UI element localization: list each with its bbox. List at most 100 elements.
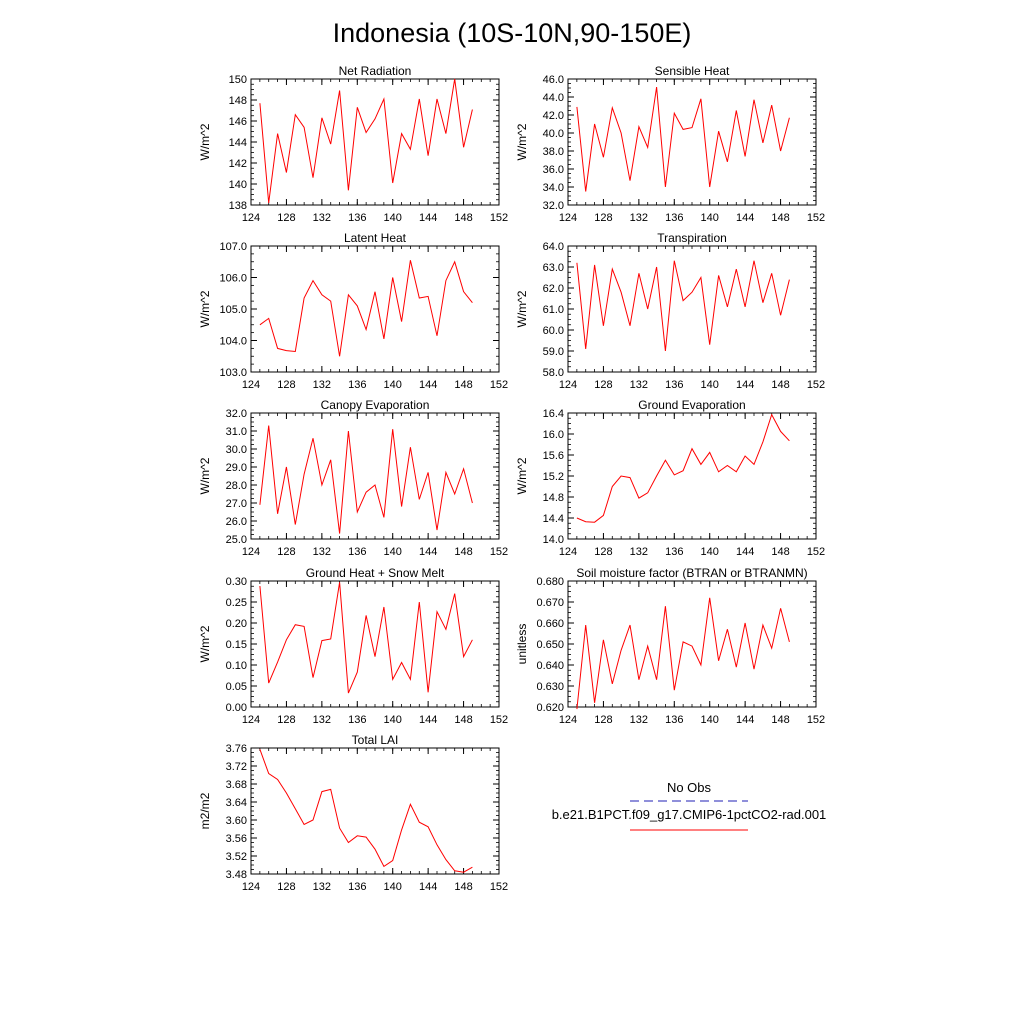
x-tick-label: 148 — [771, 714, 789, 726]
y-tick-label: 3.60 — [226, 815, 247, 827]
y-tick-label: 15.2 — [543, 471, 564, 483]
series-line — [259, 749, 473, 873]
y-tick-label: 144 — [229, 137, 247, 149]
y-tick-label: 60.0 — [543, 325, 564, 337]
x-tick-label: 144 — [419, 714, 437, 726]
y-tick-label: 63.0 — [543, 262, 564, 274]
y-tick-label: 28.0 — [226, 480, 247, 492]
x-tick-label: 132 — [313, 881, 331, 893]
x-tick-label: 132 — [313, 546, 331, 558]
y-tick-label: 138 — [229, 200, 247, 212]
x-tick-label: 144 — [419, 881, 437, 893]
x-tick-label: 132 — [630, 714, 648, 726]
x-tick-label: 140 — [384, 546, 402, 558]
x-tick-label: 140 — [701, 379, 719, 391]
y-axis-label: W/m^2 — [515, 457, 529, 494]
x-tick-label: 128 — [594, 714, 612, 726]
legend-obs-label: No Obs — [667, 780, 712, 795]
y-tick-label: 0.05 — [226, 681, 247, 693]
y-tick-label: 0.30 — [226, 576, 247, 588]
x-tick-label: 124 — [559, 714, 577, 726]
x-tick-label: 148 — [771, 546, 789, 558]
x-tick-label: 140 — [384, 379, 402, 391]
x-tick-label: 124 — [242, 212, 260, 224]
series-line — [259, 260, 473, 357]
y-axis-label: W/m^2 — [198, 457, 212, 494]
y-tick-label: 14.4 — [543, 513, 564, 525]
series-line — [259, 582, 473, 694]
panel-title: Total LAI — [352, 733, 399, 747]
y-tick-label: 104.0 — [219, 336, 247, 348]
y-tick-label: 0.10 — [226, 660, 247, 672]
series-line — [576, 413, 790, 523]
y-tick-label: 32.0 — [226, 408, 247, 420]
y-tick-label: 0.620 — [536, 702, 564, 714]
plot-frame — [250, 747, 500, 875]
y-tick-label: 25.0 — [226, 534, 247, 546]
y-tick-label: 3.72 — [226, 761, 247, 773]
x-tick-label: 152 — [490, 714, 508, 726]
y-tick-label: 27.0 — [226, 498, 247, 510]
y-tick-label: 0.630 — [536, 681, 564, 693]
y-tick-label: 148 — [229, 95, 247, 107]
y-axis-label: W/m^2 — [515, 290, 529, 327]
x-tick-label: 148 — [771, 212, 789, 224]
x-tick-label: 136 — [665, 546, 683, 558]
x-tick-label: 136 — [348, 379, 366, 391]
x-tick-label: 136 — [348, 714, 366, 726]
y-tick-label: 32.0 — [543, 200, 564, 212]
series-line — [576, 597, 790, 710]
panel-7: Soil moisture factor (BTRAN or BTRANMN) 1… — [515, 566, 825, 726]
plot-frame — [567, 580, 817, 708]
panel-6: Ground Heat + Snow Melt 124 128 132 136 140 14… — [198, 566, 508, 726]
y-tick-label: 58.0 — [543, 367, 564, 379]
series-line — [576, 87, 790, 192]
x-tick-label: 144 — [736, 714, 754, 726]
panel-title: Ground Evaporation — [638, 398, 745, 412]
y-tick-label: 34.0 — [543, 182, 564, 194]
panel-title: Canopy Evaporation — [321, 398, 430, 412]
x-tick-label: 128 — [277, 714, 295, 726]
panel-4: Canopy Evaporation 124 128 132 136 140 144 148 1… — [198, 398, 508, 558]
y-tick-label: 26.0 — [226, 516, 247, 528]
x-tick-label: 152 — [807, 212, 825, 224]
x-tick-label: 124 — [242, 881, 260, 893]
y-tick-label: 64.0 — [543, 241, 564, 253]
panel-title: Sensible Heat — [655, 64, 730, 78]
y-tick-label: 46.0 — [543, 74, 564, 86]
x-tick-label: 136 — [348, 881, 366, 893]
y-tick-label: 103.0 — [219, 367, 247, 379]
x-tick-label: 144 — [736, 546, 754, 558]
x-tick-label: 148 — [454, 546, 472, 558]
x-tick-label: 140 — [384, 881, 402, 893]
y-tick-label: 42.0 — [543, 110, 564, 122]
x-tick-label: 136 — [665, 212, 683, 224]
y-axis-label: W/m^2 — [198, 290, 212, 327]
x-tick-label: 124 — [559, 212, 577, 224]
x-tick-label: 152 — [490, 546, 508, 558]
panel-5: Ground Evaporation 124 128 132 136 140 144 148 1… — [515, 398, 825, 558]
x-tick-label: 144 — [419, 379, 437, 391]
x-tick-label: 144 — [419, 546, 437, 558]
y-tick-label: 44.0 — [543, 92, 564, 104]
y-tick-label: 3.64 — [226, 797, 247, 809]
y-tick-label: 0.20 — [226, 618, 247, 630]
x-tick-label: 136 — [665, 379, 683, 391]
panel-title: Ground Heat + Snow Melt — [306, 566, 445, 580]
x-tick-label: 132 — [630, 212, 648, 224]
panel-title: Net Radiation — [339, 64, 412, 78]
y-tick-label: 3.48 — [226, 869, 247, 881]
y-tick-label: 107.0 — [219, 241, 247, 253]
x-tick-label: 140 — [384, 212, 402, 224]
y-tick-label: 61.0 — [543, 304, 564, 316]
x-tick-label: 124 — [242, 546, 260, 558]
x-tick-label: 152 — [490, 881, 508, 893]
x-tick-label: 144 — [419, 212, 437, 224]
y-tick-label: 40.0 — [543, 128, 564, 140]
panel-0: Net Radiation 124 128 132 136 140 144 148 152 138… — [198, 64, 508, 224]
x-tick-label: 144 — [736, 212, 754, 224]
x-tick-label: 128 — [277, 212, 295, 224]
y-axis-label: W/m^2 — [515, 123, 529, 160]
series-line — [259, 78, 473, 203]
y-tick-label: 106.0 — [219, 273, 247, 285]
